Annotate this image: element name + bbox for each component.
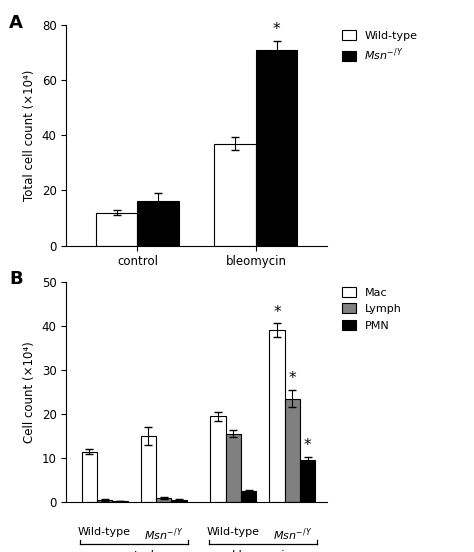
Bar <box>141 436 156 502</box>
Bar <box>171 500 187 502</box>
Text: *: * <box>289 371 296 386</box>
Bar <box>96 213 137 246</box>
Bar <box>82 452 97 502</box>
Text: Wild-type: Wild-type <box>207 527 260 537</box>
Bar <box>214 144 256 246</box>
Bar <box>97 500 112 502</box>
Text: bleomycin: bleomycin <box>232 550 293 552</box>
Y-axis label: Total cell count (×10⁴): Total cell count (×10⁴) <box>23 70 36 201</box>
Bar <box>300 460 315 502</box>
Text: *: * <box>304 438 311 453</box>
Bar <box>112 501 128 502</box>
Legend: Wild-type, $Msn^{-/Y}$: Wild-type, $Msn^{-/Y}$ <box>338 26 422 68</box>
Legend: Mac, Lymph, PMN: Mac, Lymph, PMN <box>338 283 406 335</box>
Bar <box>285 399 300 502</box>
Bar <box>241 491 256 502</box>
Text: control: control <box>114 550 155 552</box>
Text: Wild-type: Wild-type <box>78 527 131 537</box>
Bar <box>210 416 226 502</box>
Bar <box>256 50 297 246</box>
Text: $Msn^{-/Y}$: $Msn^{-/Y}$ <box>144 527 183 543</box>
Text: *: * <box>273 305 281 320</box>
Bar <box>269 330 285 502</box>
Bar <box>156 498 171 502</box>
Text: A: A <box>9 14 23 32</box>
Text: B: B <box>9 270 23 289</box>
Bar <box>226 434 241 502</box>
Bar <box>137 201 179 246</box>
Text: $Msn^{-/Y}$: $Msn^{-/Y}$ <box>273 527 312 543</box>
Text: *: * <box>273 22 281 37</box>
Y-axis label: Cell count (×10⁴): Cell count (×10⁴) <box>23 341 36 443</box>
